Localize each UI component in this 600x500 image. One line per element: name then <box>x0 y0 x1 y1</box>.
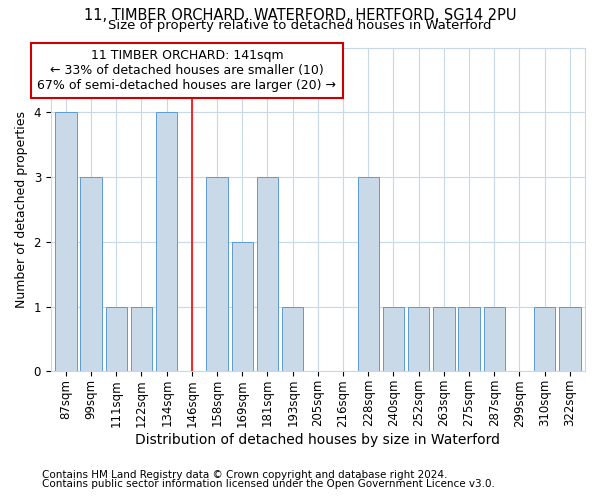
Bar <box>282 306 304 372</box>
Text: Contains public sector information licensed under the Open Government Licence v3: Contains public sector information licen… <box>42 479 495 489</box>
Text: Size of property relative to detached houses in Waterford: Size of property relative to detached ho… <box>108 19 492 32</box>
Bar <box>80 177 102 372</box>
Bar <box>257 177 278 372</box>
Bar <box>55 112 77 372</box>
Text: 11, TIMBER ORCHARD, WATERFORD, HERTFORD, SG14 2PU: 11, TIMBER ORCHARD, WATERFORD, HERTFORD,… <box>84 8 516 23</box>
Bar <box>358 177 379 372</box>
Text: 11 TIMBER ORCHARD: 141sqm
← 33% of detached houses are smaller (10)
67% of semi-: 11 TIMBER ORCHARD: 141sqm ← 33% of detac… <box>37 49 337 92</box>
Bar <box>559 306 581 372</box>
Bar <box>433 306 455 372</box>
X-axis label: Distribution of detached houses by size in Waterford: Distribution of detached houses by size … <box>136 434 500 448</box>
Bar <box>232 242 253 372</box>
Bar <box>131 306 152 372</box>
Bar <box>534 306 556 372</box>
Bar <box>206 177 228 372</box>
Bar <box>156 112 178 372</box>
Text: Contains HM Land Registry data © Crown copyright and database right 2024.: Contains HM Land Registry data © Crown c… <box>42 470 448 480</box>
Bar <box>383 306 404 372</box>
Bar <box>106 306 127 372</box>
Bar <box>408 306 430 372</box>
Y-axis label: Number of detached properties: Number of detached properties <box>15 111 28 308</box>
Bar <box>458 306 480 372</box>
Bar <box>484 306 505 372</box>
